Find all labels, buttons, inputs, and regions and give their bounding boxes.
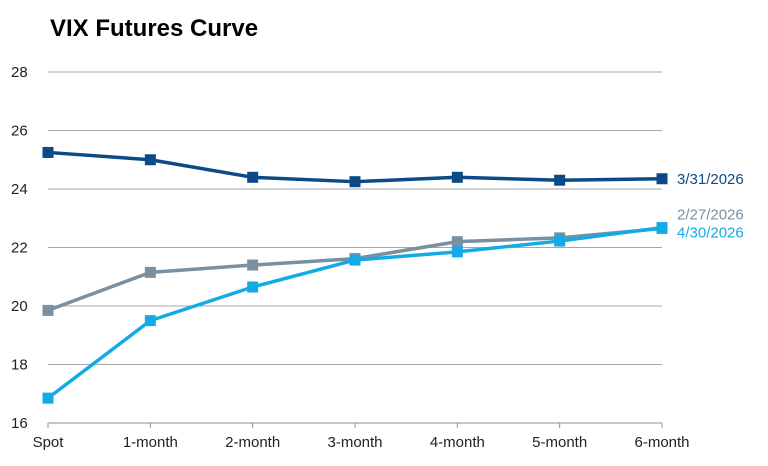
x-tick-label: 3-month: [327, 434, 382, 451]
data-point-marker: [656, 222, 668, 234]
series-label: 2/27/2026: [677, 206, 744, 223]
data-point-marker: [451, 171, 463, 183]
y-tick-label: 28: [11, 64, 28, 81]
chart-title: VIX Futures Curve: [50, 15, 259, 42]
data-point-marker: [42, 392, 54, 404]
data-point-marker: [144, 266, 156, 278]
x-tick-label: 2-month: [225, 434, 280, 451]
data-point-marker: [451, 246, 463, 258]
y-tick-label: 24: [11, 181, 28, 198]
x-tick-label: Spot: [33, 434, 65, 451]
y-tick-label: 20: [11, 298, 28, 315]
data-point-marker: [349, 176, 361, 188]
data-point-marker: [144, 154, 156, 166]
y-tick-label: 18: [11, 357, 28, 374]
data-point-marker: [144, 315, 156, 327]
y-tick-label: 26: [11, 123, 28, 140]
series-label: 4/30/2026: [677, 225, 744, 242]
data-point-marker: [554, 174, 566, 186]
series-end-labels: 3/31/2026 2/27/2026 4/30/2026: [677, 171, 744, 242]
series-label: 3/31/2026: [677, 171, 744, 188]
data-point-marker: [656, 173, 668, 185]
data-point-marker: [247, 281, 259, 293]
x-tick-label: 5-month: [532, 434, 587, 451]
data-point-marker: [42, 146, 54, 158]
x-axis-tick-labels: Spot 1-month 2-month 3-month 4-month 5-month 6…: [33, 423, 690, 451]
data-point-marker: [554, 235, 566, 247]
data-point-marker: [247, 171, 259, 183]
x-tick-label: 4-month: [430, 434, 485, 451]
gridlines: [48, 71, 662, 424]
data-point-marker: [247, 259, 259, 271]
series-lines: [42, 146, 668, 404]
data-point-marker: [42, 304, 54, 316]
data-point-marker: [349, 254, 361, 266]
data-point-marker: [451, 236, 463, 248]
x-tick-label: 1-month: [123, 434, 178, 451]
y-tick-label: 16: [11, 415, 28, 432]
x-tick-label: 6-month: [634, 434, 689, 451]
y-axis-tick-labels: 16 18 20 22 24 26 28: [11, 64, 28, 432]
y-tick-label: 22: [11, 240, 28, 257]
series-4-30-2026: [42, 222, 668, 404]
series-3-31-2026: [42, 146, 668, 188]
series-2-27-2026: [42, 222, 668, 316]
